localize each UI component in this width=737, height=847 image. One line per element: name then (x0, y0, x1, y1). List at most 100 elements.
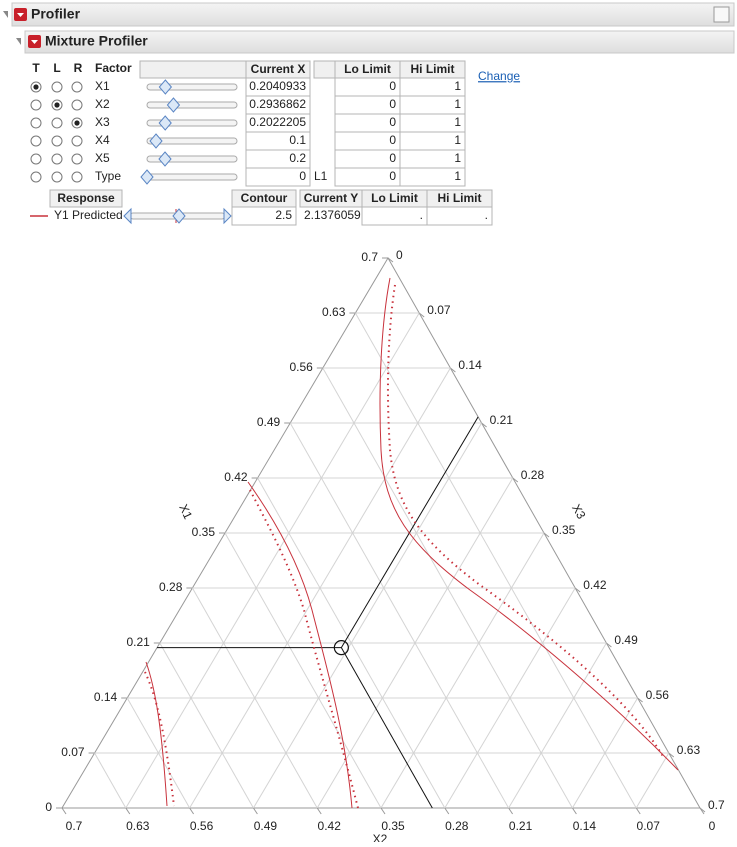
radio-button[interactable] (30, 153, 42, 165)
grid-line (571, 697, 639, 809)
contour-boundary (144, 671, 175, 807)
radio-button[interactable] (51, 171, 63, 183)
radio-button[interactable] (30, 135, 42, 147)
slider-end[interactable] (123, 207, 132, 225)
tick-mark (380, 807, 386, 815)
radio-button[interactable] (51, 81, 63, 93)
radio-button[interactable] (51, 153, 63, 165)
grid-line (191, 587, 318, 809)
grid-line (508, 642, 607, 809)
slider-end[interactable] (223, 207, 232, 225)
contour-line (247, 481, 353, 809)
value-cell (231, 206, 297, 226)
slider-thumb[interactable] (158, 79, 173, 95)
slider-thumb[interactable] (149, 133, 163, 149)
slider-thumb[interactable] (158, 115, 172, 131)
x3-tick-label: 0 (396, 248, 403, 262)
header-cell (139, 60, 247, 79)
value-cell (361, 206, 428, 226)
x3-tick-label: 0.07 (427, 303, 451, 317)
subheader-title: Mixture Profiler (45, 33, 148, 49)
slider-thumb[interactable] (158, 151, 172, 167)
radio-button[interactable] (30, 99, 42, 111)
radio-button[interactable] (71, 135, 83, 147)
current-value: 0.1 (289, 133, 306, 147)
tick-mark (574, 587, 581, 593)
x3-tick-label: 0.49 (614, 633, 638, 647)
lo-limit: 0 (389, 133, 396, 147)
current-value: 0.2022205 (249, 115, 306, 129)
tick-mark (543, 532, 550, 538)
header-cell (313, 60, 336, 79)
header-cell (49, 189, 123, 208)
value-cell (245, 167, 311, 187)
hi-limit: 1 (454, 115, 461, 129)
grid-line (125, 312, 420, 809)
radio-button[interactable] (71, 171, 83, 183)
grid-line (289, 422, 510, 809)
tick-mark (481, 422, 487, 428)
radio-button[interactable] (71, 81, 83, 93)
x2-tick-label: 0.07 (637, 819, 661, 833)
radio-button[interactable] (71, 153, 83, 165)
tick-mark (635, 807, 641, 815)
tick-mark (418, 312, 425, 318)
column-header: Current Y (304, 191, 358, 205)
x3-tick-label: 0.63 (677, 743, 701, 757)
x2-tick-label: 0.21 (509, 819, 533, 833)
column-header: Contour (241, 191, 288, 205)
slider-track (146, 173, 238, 181)
radio-button[interactable] (30, 171, 42, 183)
slider-thumb[interactable] (166, 97, 181, 113)
grid-line (252, 422, 483, 809)
radio-button[interactable] (51, 117, 63, 129)
disclosure-icon[interactable] (16, 38, 21, 45)
x2-tick-label: 0.49 (254, 819, 278, 833)
tick-mark (571, 807, 577, 815)
x1-tick-label: 0.28 (159, 580, 183, 594)
tick-mark (699, 807, 706, 813)
column-header: Lo Limit (344, 62, 391, 76)
current-point[interactable] (333, 640, 349, 656)
slider-track (146, 137, 238, 145)
contour-thumb[interactable] (172, 208, 186, 224)
slider-thumb[interactable] (140, 169, 154, 185)
x1-tick-label: 0.14 (94, 690, 118, 704)
change-link[interactable]: Change (478, 69, 520, 83)
x3-tick-label: 0.28 (521, 468, 545, 482)
options-icon[interactable] (713, 6, 730, 23)
contour-boundary (249, 489, 359, 809)
tick-mark (668, 752, 675, 758)
radio-button[interactable] (30, 117, 42, 129)
x2-tick-label: 0 (709, 819, 716, 833)
x1-tick-label: 0.49 (257, 415, 281, 429)
column-header: R (74, 61, 83, 75)
factor-name: X5 (95, 151, 110, 165)
subheader-bar (24, 30, 735, 54)
factor-name: X3 (95, 115, 110, 129)
grid-line (354, 312, 637, 809)
grid-line (159, 642, 254, 809)
radio-button[interactable] (71, 99, 83, 111)
current-value: 0 (299, 169, 306, 183)
header-bar (11, 2, 735, 27)
disclosure-icon[interactable] (3, 11, 8, 18)
tick-mark (125, 807, 131, 815)
x2-tick-label: 0.63 (126, 819, 150, 833)
tick-mark (444, 807, 450, 815)
x3-tick-label: 0.21 (490, 413, 514, 427)
radio-button[interactable] (51, 135, 63, 147)
lo-limit: 0 (389, 97, 396, 111)
hi-limit: 1 (454, 151, 461, 165)
x1-tick-label: 0.07 (61, 745, 85, 759)
lo-limit: . (420, 208, 423, 222)
grid-line (380, 532, 545, 809)
contour-line (145, 661, 168, 807)
column-header: Factor (95, 61, 132, 75)
lo-limit: 0 (389, 115, 396, 129)
column-header: Hi Limit (438, 191, 482, 205)
factor-name: Type (95, 169, 121, 183)
grid-line (126, 697, 191, 809)
